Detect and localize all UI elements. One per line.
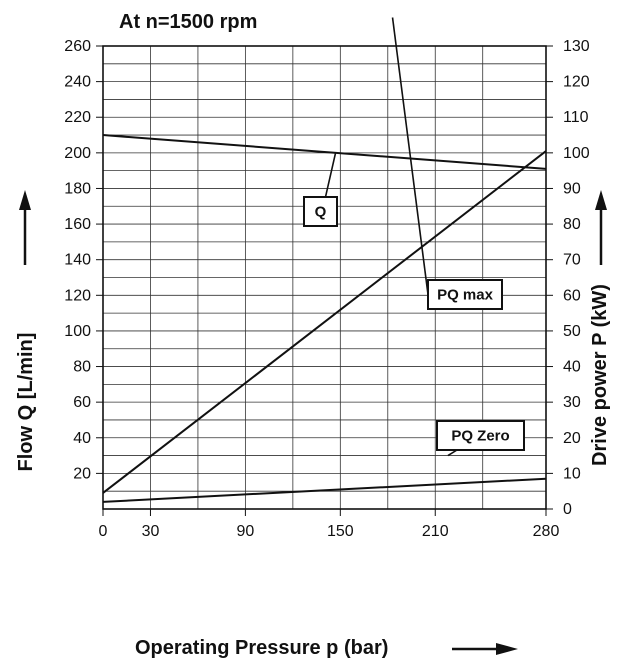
series-line-pq-max <box>102 150 547 494</box>
tick-label-right: 30 <box>563 394 581 411</box>
tick-label-right: 0 <box>563 501 572 518</box>
tick-label-right: 90 <box>563 180 581 197</box>
tick-label-right: 20 <box>563 430 581 447</box>
tick-label-x: 30 <box>142 523 160 540</box>
tick-label-x: 90 <box>236 523 254 540</box>
callout-leader-pq-max <box>391 17 429 295</box>
tick-label-right: 50 <box>563 323 581 340</box>
tick-label-right: 80 <box>563 216 581 233</box>
right-tick-labels: 0 10 20 30 40 50 60 70 80 90 100 110 120 130 <box>546 38 590 518</box>
tick-label-right: 60 <box>563 287 581 304</box>
tick-label-right: 110 <box>563 109 589 126</box>
tick-label-right: 100 <box>563 145 590 162</box>
y2-axis-title: Drive power P (kW) <box>589 284 611 466</box>
tick-label-left: 40 <box>73 430 91 447</box>
y-axis-title: Flow Q [L/min] <box>15 333 37 472</box>
tick-label-right: 10 <box>563 465 581 482</box>
callout-label-pq-zero: PQ Zero <box>451 428 509 445</box>
callout-label-q: Q <box>315 204 327 221</box>
tick-label-left: 80 <box>73 359 91 376</box>
tick-label-left: 20 <box>73 465 91 482</box>
plot-frame <box>102 45 547 510</box>
tick-label-x: 280 <box>533 523 560 540</box>
x-tick-labels: 0 30 90 150 210 280 <box>99 509 560 540</box>
tick-label-left: 220 <box>64 109 91 126</box>
tick-label-left: 160 <box>64 216 91 233</box>
tick-label-left: 180 <box>64 180 91 197</box>
tick-label-right: 70 <box>563 252 581 269</box>
tick-label-left: 200 <box>64 145 91 162</box>
tick-label-left: 140 <box>64 252 91 269</box>
series-line-q <box>102 134 547 170</box>
chart-title: At n=1500 rpm <box>119 11 257 33</box>
callout-label-pq-max: PQ max <box>437 287 494 304</box>
x-axis-title: Operating Pressure p (bar) <box>135 637 388 659</box>
callouts: Q PQ max PQ Zero <box>303 17 525 457</box>
tick-label-x: 150 <box>327 523 354 540</box>
tick-label-left: 240 <box>64 74 91 91</box>
callout-box-pq-max <box>427 279 503 310</box>
tick-label-left: 60 <box>73 394 91 411</box>
tick-label-left: 260 <box>64 38 91 55</box>
callout-leader-q <box>324 152 337 198</box>
x-axis-arrow <box>452 643 518 655</box>
series-lines <box>102 134 547 503</box>
tick-label-x: 0 <box>99 523 108 540</box>
tick-label-right: 130 <box>563 38 590 55</box>
y-axis-arrow <box>19 190 31 265</box>
left-tick-labels: 20 40 60 80 100 120 140 160 180 200 220 240 260 <box>64 38 103 482</box>
y2-axis-arrow <box>595 190 607 265</box>
tick-label-x: 210 <box>422 523 449 540</box>
series-line-pq-zero <box>102 477 547 503</box>
tick-label-right: 120 <box>563 74 590 91</box>
tick-label-right: 40 <box>563 359 581 376</box>
callout-box-pq-zero <box>436 420 525 451</box>
tick-label-left: 100 <box>64 323 91 340</box>
tick-label-left: 120 <box>64 287 91 304</box>
callout-box-q <box>303 196 338 227</box>
